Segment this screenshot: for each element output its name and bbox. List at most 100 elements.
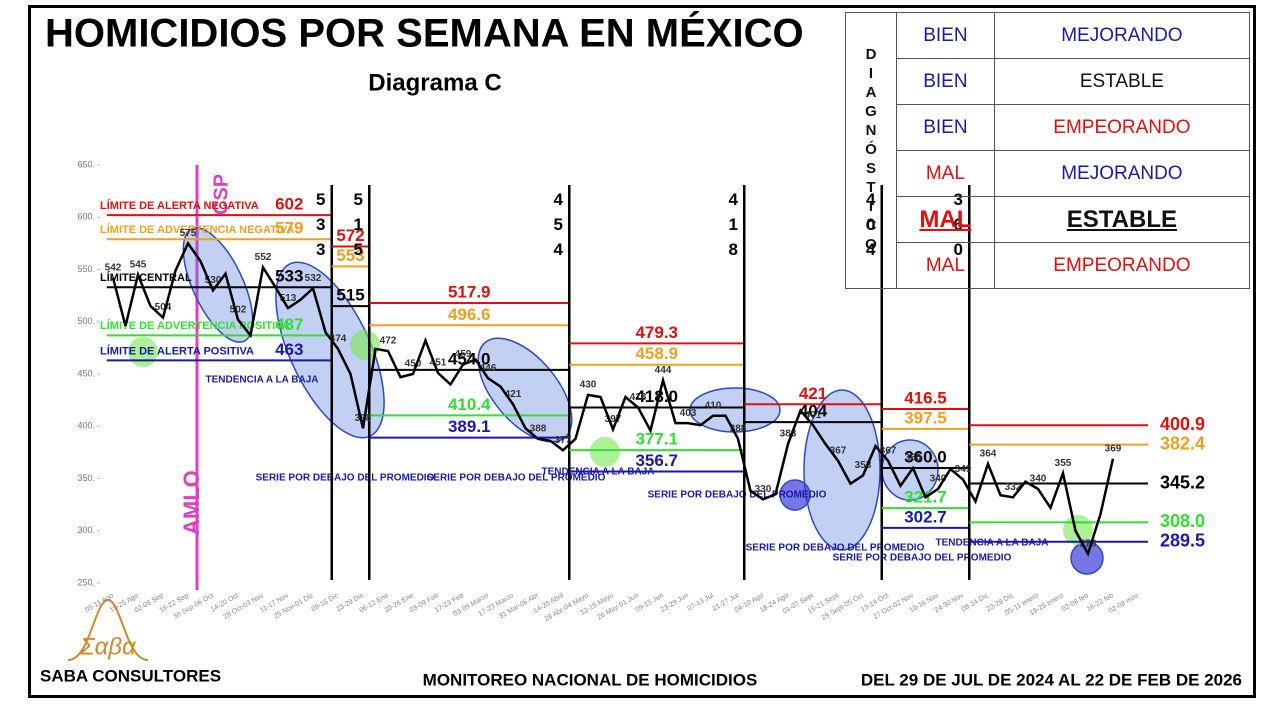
data-label: 367: [830, 445, 847, 456]
limit-label: 400.9: [1160, 414, 1205, 434]
limit-name: LÍMITE DE ALERTA POSITIVA: [100, 344, 254, 357]
logo-curve: [67, 598, 149, 661]
cell: EMPEORANDO: [993, 242, 1251, 289]
data-label: 513: [280, 293, 297, 304]
cell: MEJORANDO: [993, 150, 1251, 197]
limit-label: 479.3: [635, 323, 678, 342]
break-label: 533: [311, 190, 330, 265]
data-label: 552: [255, 252, 272, 263]
data-label: 340: [930, 474, 947, 485]
annotation: SERIE POR DEBAJO DEL PROMEDIO: [746, 543, 925, 554]
highlight: [350, 330, 380, 360]
cell: ESTABLE: [993, 58, 1251, 105]
amlo-label: AMLO: [179, 470, 204, 535]
data-label: 383: [780, 429, 797, 440]
highlight: [590, 437, 620, 467]
limit-label: 487: [275, 315, 303, 334]
limit-label: 416.5: [904, 388, 947, 407]
data-label: 360: [905, 453, 922, 464]
limit-label: 356.7: [635, 451, 678, 470]
annotation: TENDENCIA A LA BAJA: [206, 375, 319, 386]
x-tick-label: 07-13 Jul: [686, 592, 715, 613]
data-label: 349: [955, 464, 972, 475]
data-label: 410: [705, 400, 722, 411]
limit-label: 572: [336, 226, 364, 245]
limit-name: LÍMITE DE ADVERTENCIA NEGATIVA: [100, 223, 294, 236]
cell: MAL: [896, 242, 995, 289]
data-label: 472: [380, 336, 397, 347]
data-label: 532: [305, 273, 322, 284]
cell: BIEN: [896, 58, 995, 105]
csp-label: CSP: [210, 174, 232, 215]
limit-label: 308.0: [1160, 511, 1205, 531]
y-tick-label: 500.: [77, 316, 95, 326]
limit-label: 553: [336, 246, 364, 265]
cell: BIEN: [896, 104, 995, 151]
limit-label: 389.1: [448, 417, 491, 436]
limit-label: 382.4: [1160, 433, 1205, 453]
limit-label: 397.5: [904, 408, 947, 427]
limit-label: 496.6: [448, 305, 491, 324]
limit-label: 602: [275, 195, 303, 214]
limit-label: 517.9: [448, 283, 491, 302]
data-label: 459: [455, 349, 472, 360]
annotation: TENDENCIA A LA BAJA: [936, 538, 1049, 549]
limit-label: 533: [275, 267, 303, 286]
frame: [28, 5, 1256, 698]
break-label: 515: [349, 190, 368, 265]
x-tick-label: 02-08 feb: [1061, 592, 1090, 613]
diagnostic-label: DIAGNÓSTICO: [845, 12, 897, 289]
y-tick-label: 250.: [77, 577, 95, 587]
limit-label: 421: [799, 384, 827, 403]
data-label: 421: [505, 389, 522, 400]
x-tick-label: 23-29 Jun: [659, 592, 690, 614]
limit-label: 458.9: [635, 344, 678, 363]
data-label: 367: [880, 445, 897, 456]
data-label: 332: [1005, 482, 1022, 493]
annotation: SERIE POR DEBAJO DEL PROMEDIO: [648, 490, 827, 501]
highlight: [779, 479, 811, 511]
y-tick-label: 400.: [77, 421, 95, 431]
annotation: SERIE POR DEBAJO DEL PROMEDIO: [427, 473, 606, 484]
data-label: 377: [555, 435, 572, 446]
annotation: SERIE POR DEBAJO DEL PROMEDIO: [256, 473, 435, 484]
title: HOMICIDIOS POR SEMANA EN MÉXICO: [45, 11, 804, 56]
data-label: 502: [230, 304, 247, 315]
cell: MAL: [896, 196, 995, 243]
data-label: 330: [755, 484, 772, 495]
footer-left: SABA CONSULTORES: [40, 666, 221, 685]
x-tick-label: 24-30 Nov: [933, 592, 965, 614]
data-label: 446: [480, 363, 497, 374]
data-label: 398: [355, 413, 372, 424]
cell: MAL: [896, 150, 995, 197]
cell: EMPEORANDO: [993, 104, 1251, 151]
data-label: 444: [655, 365, 672, 376]
footer-right: DEL 29 DE JUL DE 2024 AL 22 DE FEB DE 20…: [861, 670, 1242, 689]
cell: BIEN: [896, 12, 995, 59]
data-label: 430: [580, 380, 597, 391]
data-label: 278: [1080, 538, 1097, 549]
data-label: 364: [980, 449, 997, 460]
limit-label: 377.1: [635, 430, 678, 449]
data-label: 545: [130, 259, 147, 270]
limit-name: LÍMITE DE ADVERTENCIA POSITIVA: [100, 319, 290, 332]
limit-label: 463: [275, 340, 303, 359]
data-label: 575: [180, 228, 197, 239]
break-label: 454: [549, 190, 568, 265]
y-tick-label: 600.: [77, 212, 95, 222]
diagnostic-table: DIAGNÓSTICO BIEN MEJORANDO BIEN ESTABLE BI…: [845, 12, 1251, 289]
limit-label: 345.2: [1160, 472, 1205, 492]
y-tick-label: 300.: [77, 525, 95, 535]
cell: MEJORANDO: [993, 12, 1251, 59]
y-tick-label: 450.: [77, 368, 95, 378]
data-label: 403: [680, 408, 697, 419]
series-line: [111, 240, 1115, 557]
footer-center: MONITOREO NACIONAL DE HOMICIDIOS: [423, 670, 758, 689]
y-tick-label: 350.: [77, 473, 95, 483]
data-label: 450: [405, 359, 422, 370]
cell: ESTABLE: [993, 196, 1251, 243]
data-label: 388: [530, 423, 547, 434]
data-label: 401: [805, 410, 822, 421]
